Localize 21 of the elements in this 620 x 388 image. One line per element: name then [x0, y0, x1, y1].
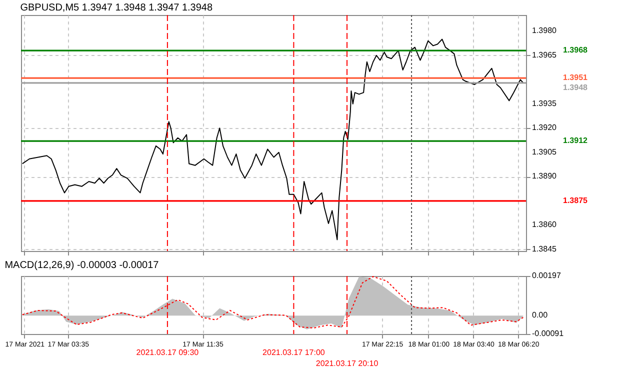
- ref-line-label: 2021.03.17 17:00: [262, 348, 326, 357]
- ref-line-label: 1.3875: [563, 196, 588, 205]
- y-tick-label: 1.3890: [532, 172, 558, 181]
- y-tick-label: -0.00091: [532, 329, 564, 338]
- ref-line-label: 1.3948: [563, 83, 588, 92]
- ref-line-label: 2021.03.17 09:30: [136, 348, 200, 357]
- ref-line-label: 1.3968: [563, 46, 588, 55]
- y-tick-label: 1.3860: [532, 220, 558, 230]
- y-tick-label: 1.3980: [532, 26, 558, 36]
- y-tick-label: 1.3920: [532, 123, 558, 132]
- y-tick-label: 0.00: [532, 310, 548, 320]
- ref-line-label: 2021.03.17 20:10: [316, 359, 379, 368]
- y-tick-label: 1.3905: [532, 147, 558, 156]
- ref-line-label: 1.3951: [563, 73, 588, 82]
- y-tick-label: 1.3845: [532, 244, 558, 254]
- y-tick-label: 1.3935: [532, 98, 558, 108]
- chart-title: MACD(12,26,9) -0.00003 -0.00017: [4, 260, 160, 271]
- y-tick-label: 1.3965: [532, 50, 558, 60]
- chart-title: GBPUSD,M5 1.3947 1.3948 1.3947 1.3948: [20, 2, 213, 14]
- y-tick-label: 0.00197: [532, 271, 562, 280]
- ref-line-label: 1.3912: [563, 136, 588, 146]
